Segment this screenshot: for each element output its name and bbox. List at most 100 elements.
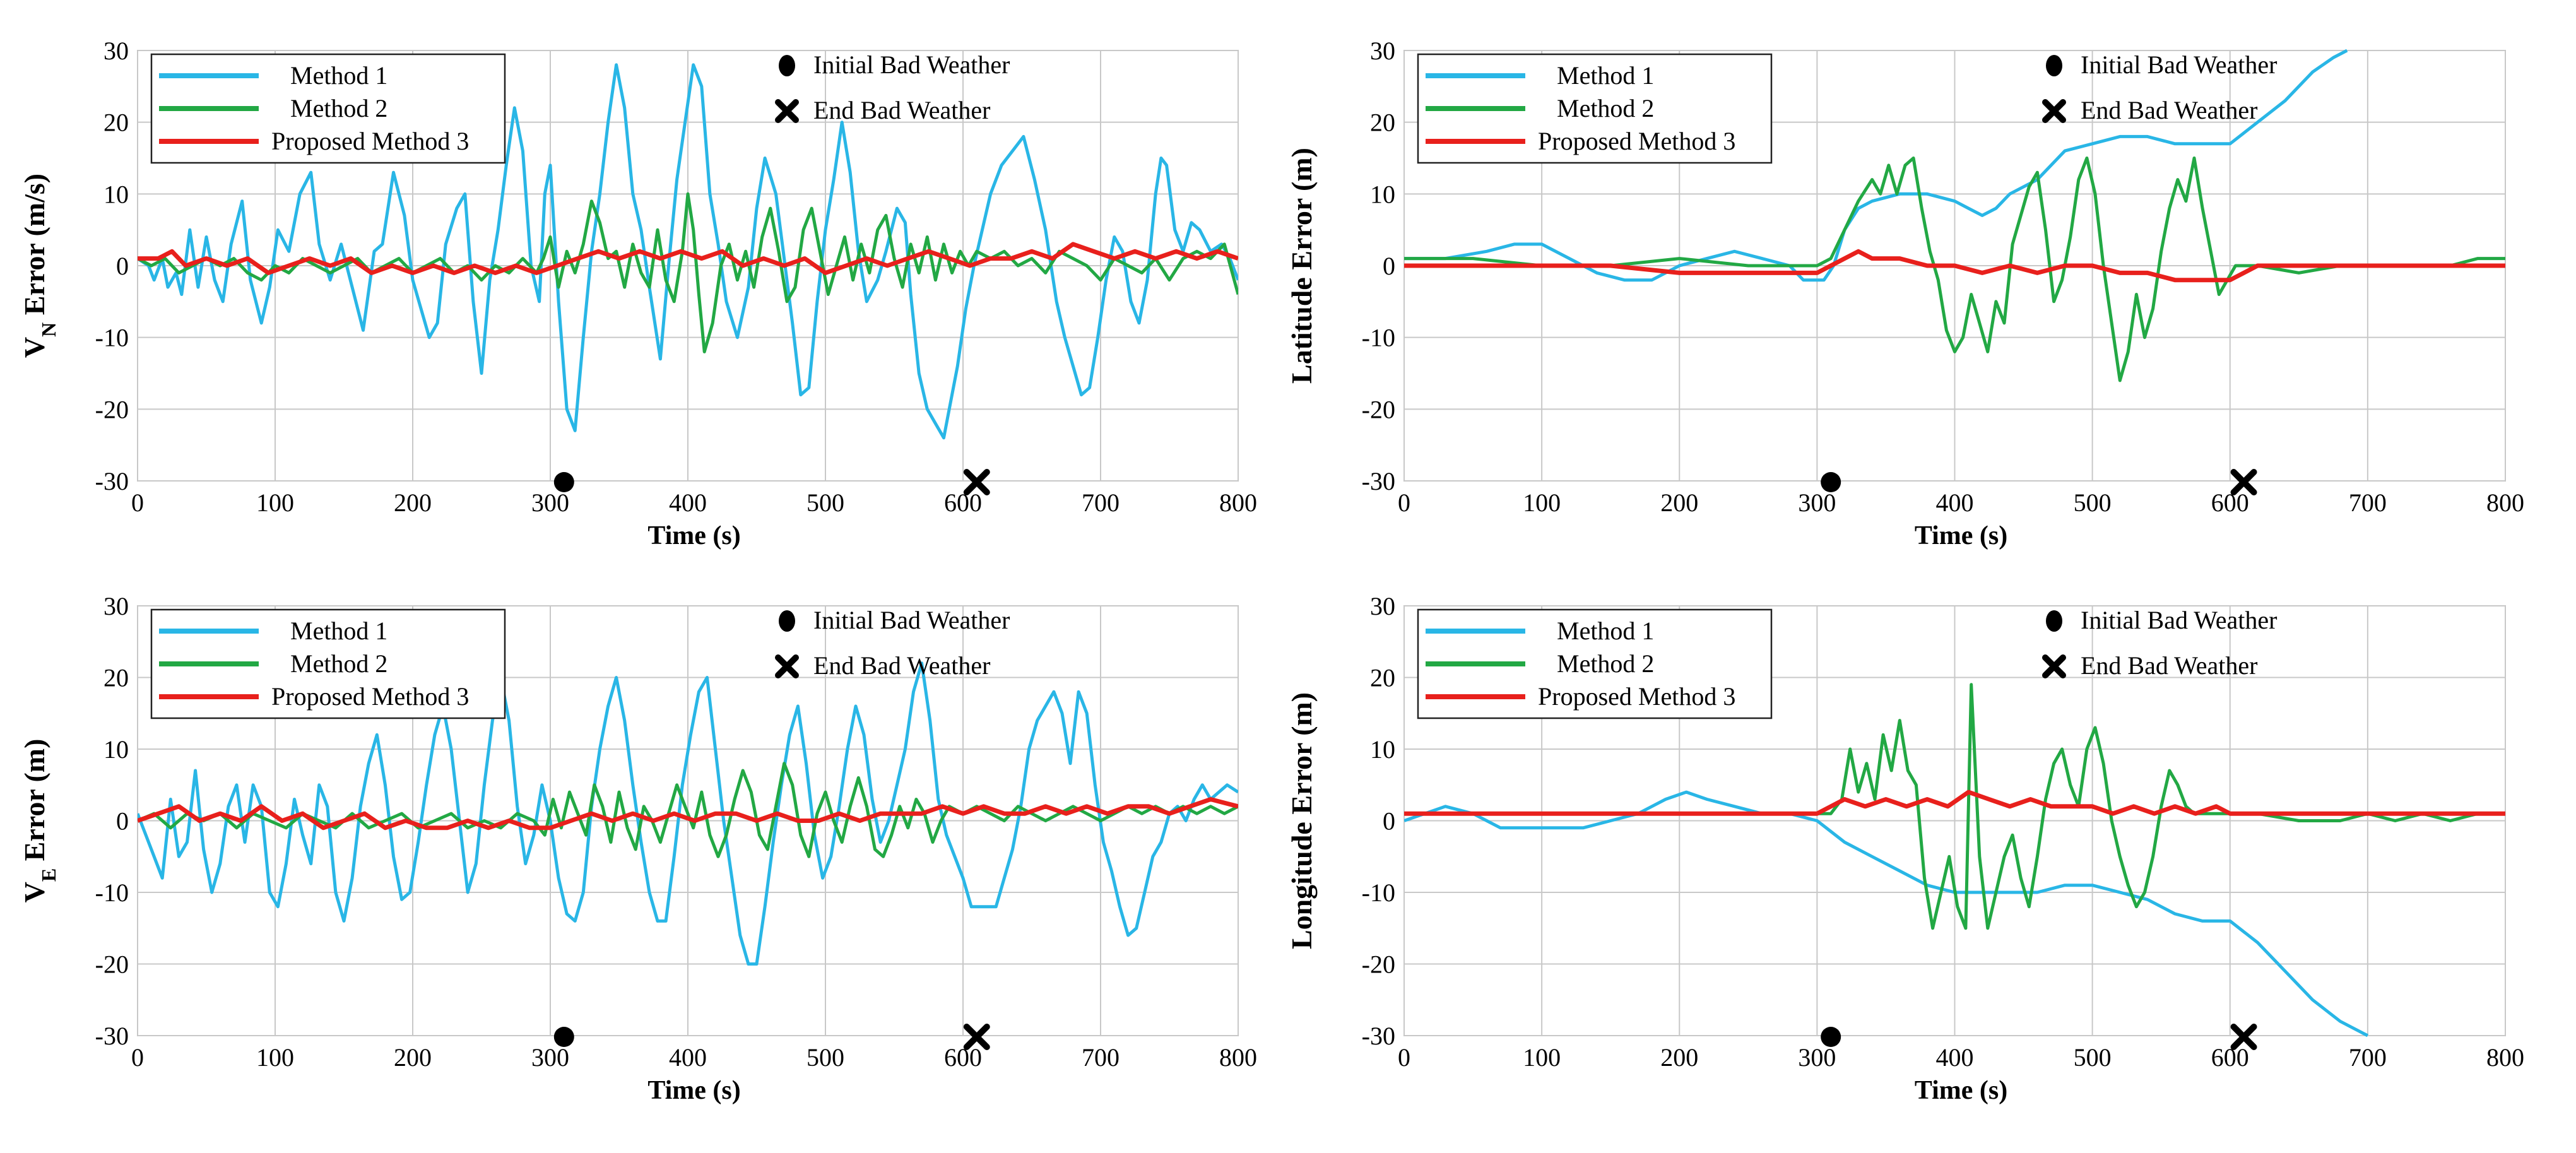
y-axis-label-main: Latitude xyxy=(1285,277,1318,384)
x-tick-label: 200 xyxy=(394,488,432,517)
y-axis-label-rest: Error (m) xyxy=(1285,692,1318,822)
legend-initial-bad-weather-symbol xyxy=(2046,55,2062,76)
y-tick-label: 10 xyxy=(1370,180,1395,208)
y-tick-label: -20 xyxy=(1362,395,1395,423)
y-axis-label-subscript: N xyxy=(37,322,60,337)
legend-label: Method 2 xyxy=(1557,649,1654,678)
y-axis-label: VN Error (m/s) xyxy=(18,174,60,358)
annotation-initial-bad-weather: Initial Bad Weather xyxy=(2081,606,2277,634)
legend-label: Method 1 xyxy=(290,61,387,90)
x-tick-label: 800 xyxy=(2486,488,2524,517)
x-tick-label: 600 xyxy=(944,1043,982,1072)
x-tick-label: 0 xyxy=(1398,488,1410,517)
y-axis-label-main: Longitude xyxy=(1285,822,1318,949)
y-tick-label: 30 xyxy=(1370,37,1395,65)
x-tick-label: 600 xyxy=(2211,1043,2249,1072)
x-tick-label: 800 xyxy=(1219,488,1257,517)
legend-initial-bad-weather-symbol xyxy=(2046,610,2062,632)
series-line-method-2 xyxy=(138,762,1238,858)
series-line-method-1 xyxy=(138,661,1238,966)
legend-label: Method 2 xyxy=(1557,94,1654,122)
legend-label: Method 1 xyxy=(1557,617,1654,645)
y-tick-label: 0 xyxy=(116,807,129,836)
y-tick-label: 20 xyxy=(103,664,129,692)
y-axis-label-rest: Error (m) xyxy=(18,739,50,868)
y-tick-label: -10 xyxy=(1362,324,1395,352)
legend-label: Method 1 xyxy=(1557,61,1654,90)
x-tick-label: 0 xyxy=(131,488,144,517)
annotation-end-bad-weather: End Bad Weather xyxy=(813,96,990,124)
annotation-end-bad-weather: End Bad Weather xyxy=(2081,96,2257,124)
x-tick-label: 100 xyxy=(1523,1043,1561,1072)
y-tick-label: 0 xyxy=(1383,807,1395,836)
series-line-method-2 xyxy=(1404,157,2505,382)
x-tick-label: 100 xyxy=(256,1043,294,1072)
end-bad-weather-marker xyxy=(963,1024,990,1050)
y-tick-label: 30 xyxy=(1370,592,1395,620)
chart-panel-ve: 0 100 200 300 400 500 600 700 8003020100-10-20-3… xyxy=(18,592,1257,1105)
x-tick-label: 700 xyxy=(2349,1043,2387,1072)
series-line-proposed-method-3 xyxy=(1404,249,2505,283)
end-bad-weather-marker xyxy=(963,469,990,495)
y-tick-label: -30 xyxy=(1362,467,1395,495)
annotation-initial-bad-weather: Initial Bad Weather xyxy=(813,606,1010,634)
chart-panel-vn: 0 100 200 300 400 500 600 700 8003020100-10-20-3… xyxy=(18,37,1257,550)
legend-end-bad-weather-symbol xyxy=(2042,654,2066,678)
chart-panel-lon: 0 100 200 300 400 500 600 700 8003020100-10-20-3… xyxy=(1285,592,2524,1105)
x-tick-label: 200 xyxy=(1660,1043,1698,1072)
y-tick-label: 10 xyxy=(103,735,129,764)
x-axis-label: Time (s) xyxy=(647,521,740,550)
y-tick-label: -20 xyxy=(1362,950,1395,979)
annotation-initial-bad-weather: Initial Bad Weather xyxy=(813,50,1010,79)
x-tick-label: 100 xyxy=(1523,488,1561,517)
initial-bad-weather-marker xyxy=(553,472,574,492)
y-tick-label: 30 xyxy=(103,37,129,65)
x-tick-label: 200 xyxy=(394,1043,432,1072)
series-line-proposed-method-3 xyxy=(138,242,1238,275)
initial-bad-weather-marker xyxy=(1821,472,1841,492)
y-tick-label: -10 xyxy=(1362,878,1395,907)
x-tick-label: 200 xyxy=(1660,488,1698,517)
x-tick-label: 700 xyxy=(1082,488,1120,517)
initial-bad-weather-marker xyxy=(553,1027,574,1047)
x-tick-label: 300 xyxy=(531,488,569,517)
legend-end-bad-weather-symbol xyxy=(2042,99,2066,123)
x-tick-label: 400 xyxy=(1936,488,1974,517)
x-tick-label: 400 xyxy=(669,1043,707,1072)
x-tick-label: 500 xyxy=(806,1043,844,1072)
series-line-method-1 xyxy=(138,63,1238,440)
y-tick-label: 20 xyxy=(1370,109,1395,137)
annotation-initial-bad-weather: Initial Bad Weather xyxy=(2081,50,2277,79)
end-bad-weather-marker xyxy=(2230,469,2257,495)
x-tick-label: 600 xyxy=(944,488,982,517)
y-tick-label: -30 xyxy=(1362,1022,1395,1050)
legend-label: Proposed Method 3 xyxy=(1538,127,1735,155)
legend-label: Method 2 xyxy=(290,94,387,122)
y-axis-label-rest: Error (m) xyxy=(1285,148,1318,277)
y-tick-label: 20 xyxy=(103,109,129,137)
series-line-method-1 xyxy=(1404,790,2369,1038)
legend-label: Method 1 xyxy=(290,617,387,645)
y-tick-label: 30 xyxy=(103,592,129,620)
annotation-end-bad-weather: End Bad Weather xyxy=(2081,651,2257,680)
annotation-end-bad-weather: End Bad Weather xyxy=(813,651,990,680)
legend-label: Proposed Method 3 xyxy=(1538,682,1735,711)
end-bad-weather-marker xyxy=(2230,1024,2257,1050)
y-tick-label: -10 xyxy=(95,324,129,352)
legend-initial-bad-weather-symbol xyxy=(779,610,795,632)
y-axis-label: VE Error (m) xyxy=(18,739,60,903)
x-tick-label: 500 xyxy=(2074,1043,2112,1072)
series-line-method-1 xyxy=(1404,49,2348,282)
x-tick-label: 400 xyxy=(1936,1043,1974,1072)
y-axis-label-subscript: E xyxy=(37,868,60,882)
y-tick-label: 0 xyxy=(1383,252,1395,280)
series-line-proposed-method-3 xyxy=(1404,789,2505,816)
x-tick-label: 800 xyxy=(1219,1043,1257,1072)
y-tick-label: -20 xyxy=(95,950,129,979)
legend-label: Proposed Method 3 xyxy=(271,127,469,155)
y-axis-label-main: V xyxy=(18,882,50,902)
legend-label: Method 2 xyxy=(290,649,387,678)
x-tick-label: 100 xyxy=(256,488,294,517)
initial-bad-weather-marker xyxy=(1821,1027,1841,1047)
